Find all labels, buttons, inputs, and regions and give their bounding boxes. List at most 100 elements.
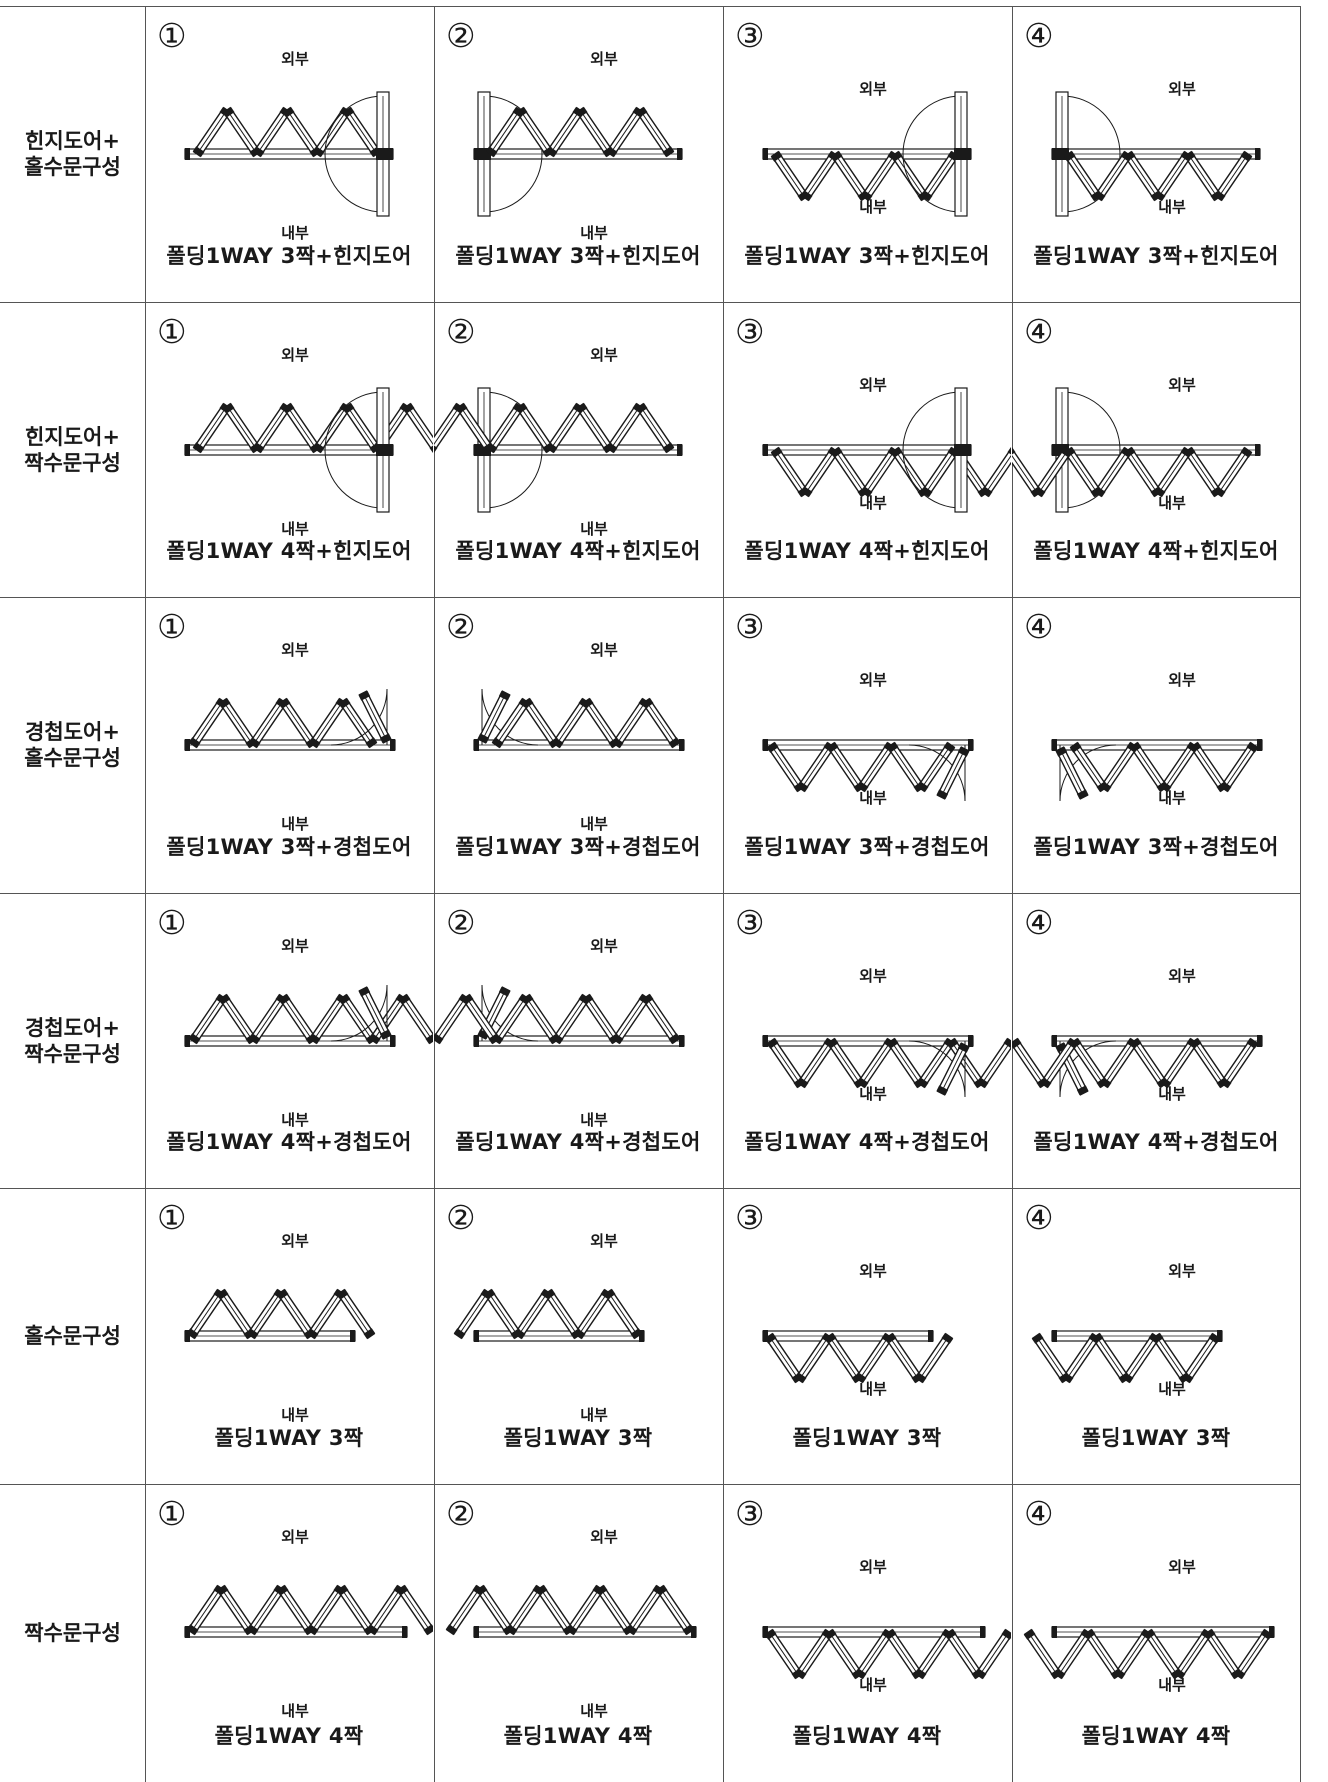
configuration-cell: 외부 내부 ① 폴딩1WAY 4짝+힌지도어 <box>145 302 433 597</box>
configuration-caption: 폴딩1WAY 3짝+경첩도어 <box>455 835 701 859</box>
outside-label: 외부 <box>1168 671 1196 689</box>
folding-panel <box>252 402 292 454</box>
configuration-cell: 외부 내부 ④ 폴딩1WAY 4짝+경첩도어 <box>1012 893 1300 1188</box>
configuration-cell: 외부 내부 ② 폴딩1WAY 3짝 <box>434 1188 722 1484</box>
folding-panel <box>976 1037 1011 1089</box>
configuration-caption: 폴딩1WAY 3짝 <box>1081 1426 1231 1450</box>
folding-panel <box>445 1584 485 1636</box>
configuration-cell: 외부 내부 ① 폴딩1WAY 3짝+경첩도어 <box>145 597 433 893</box>
configuration-cell: 외부 내부 ④ 폴딩1WAY 4짝 <box>1012 1484 1300 1782</box>
door-swing-arc <box>481 688 539 746</box>
configuration-cell: 외부 내부 ④ 폴딩1WAY 3짝 <box>1012 1188 1300 1484</box>
folding-panel <box>477 690 511 744</box>
folding-panel <box>980 446 1011 498</box>
folding-panel <box>1063 150 1103 202</box>
folding-panel <box>276 1584 316 1636</box>
configuration-cell: 외부 내부 ② 폴딩1WAY 4짝 <box>434 1484 722 1782</box>
inside-label: 내부 <box>281 815 309 833</box>
configuration-cell: 외부 내부 ① 폴딩1WAY 3짝 <box>145 1188 433 1484</box>
configuration-caption: 폴딩1WAY 4짝 <box>1081 1724 1231 1748</box>
variant-number: ③ <box>735 607 765 646</box>
folding-panel <box>1012 1037 1049 1089</box>
outside-label: 외부 <box>859 80 887 98</box>
inside-label: 내부 <box>1158 1676 1186 1694</box>
outside-label: 외부 <box>281 1528 309 1546</box>
door-swing-arc <box>902 95 962 213</box>
folding-panel <box>246 1288 286 1340</box>
folding-panel <box>1023 1628 1063 1680</box>
configuration-cell: 외부 내부 ② 폴딩1WAY 4짝+힌지도어 <box>434 302 722 597</box>
variant-number: ③ <box>735 903 765 942</box>
outside-label: 외부 <box>1168 376 1196 394</box>
outside-label: 외부 <box>859 967 887 985</box>
outside-label: 외부 <box>1168 80 1196 98</box>
configuration-cell: 외부 내부 ② 폴딩1WAY 3짝+경첩도어 <box>434 597 722 893</box>
door-swing-arc <box>324 391 384 509</box>
outside-label: 외부 <box>590 937 618 955</box>
row-label: 힌지도어+ 짝수문구성 <box>24 424 121 475</box>
configuration-caption: 폴딩1WAY 4짝+경첩도어 <box>455 1130 701 1154</box>
folding-panel <box>916 741 956 793</box>
variant-number: ① <box>157 16 187 55</box>
outside-label: 외부 <box>281 641 309 659</box>
folding-panel <box>974 1628 1011 1680</box>
folding-panel <box>914 1332 954 1384</box>
folding-panel <box>1031 1332 1071 1384</box>
inside-label: 내부 <box>859 789 887 807</box>
folding-panel <box>434 402 465 454</box>
outside-label: 외부 <box>859 1262 887 1280</box>
inside-label: 내부 <box>580 520 608 538</box>
configuration-caption: 폴딩1WAY 3짝+경첩도어 <box>1033 835 1279 859</box>
configuration-cell: 외부 내부 ③ 폴딩1WAY 3짝 <box>723 1188 1011 1484</box>
inside-label: 내부 <box>281 1111 309 1129</box>
outside-label: 외부 <box>1168 967 1196 985</box>
door-swing-arc <box>330 688 388 746</box>
inside-label: 내부 <box>859 1380 887 1398</box>
row-label: 힌지도어+ 홀수문구성 <box>24 129 121 179</box>
configuration-caption: 폴딩1WAY 4짝+힌지도어 <box>1033 539 1279 563</box>
door-swing-arc <box>1059 744 1117 802</box>
configuration-cell: 외부 내부 ③ 폴딩1WAY 4짝+경첩도어 <box>723 893 1011 1188</box>
outside-label: 외부 <box>1168 1262 1196 1280</box>
configuration-caption: 폴딩1WAY 4짝+경첩도어 <box>166 1130 412 1154</box>
configuration-caption: 폴딩1WAY 4짝+힌지도어 <box>166 539 412 563</box>
configuration-cell: 외부 내부 ② 폴딩1WAY 4짝+경첩도어 <box>434 893 722 1188</box>
outside-label: 외부 <box>590 346 618 364</box>
folding-panel <box>402 402 433 454</box>
configuration-caption: 폴딩1WAY 3짝 <box>792 1426 942 1450</box>
configuration-cell: 외부 내부 ① 폴딩1WAY 4짝 <box>145 1484 433 1782</box>
grid-hline <box>0 302 1300 303</box>
folding-panel <box>936 1042 970 1096</box>
inside-label: 내부 <box>1158 198 1186 216</box>
inside-label: 내부 <box>580 1111 608 1129</box>
variant-number: ④ <box>1024 607 1054 646</box>
grid-vline <box>1012 6 1013 1782</box>
variant-number: ④ <box>1024 312 1054 351</box>
folding-panel <box>611 993 651 1045</box>
outside-label: 외부 <box>590 1528 618 1546</box>
configuration-cell: 외부 내부 ① 폴딩1WAY 4짝+경첩도어 <box>145 893 433 1188</box>
configuration-caption: 폴딩1WAY 3짝+힌지도어 <box>455 244 701 268</box>
folding-panel <box>1012 446 1043 498</box>
inside-label: 내부 <box>1158 1085 1186 1103</box>
row-label: 짝수문구성 <box>24 1621 121 1645</box>
outside-label: 외부 <box>1168 1558 1196 1576</box>
folding-panel <box>491 697 531 749</box>
configuration-caption: 폴딩1WAY 4짝+경첩도어 <box>744 1130 990 1154</box>
folding-panel <box>248 993 288 1045</box>
